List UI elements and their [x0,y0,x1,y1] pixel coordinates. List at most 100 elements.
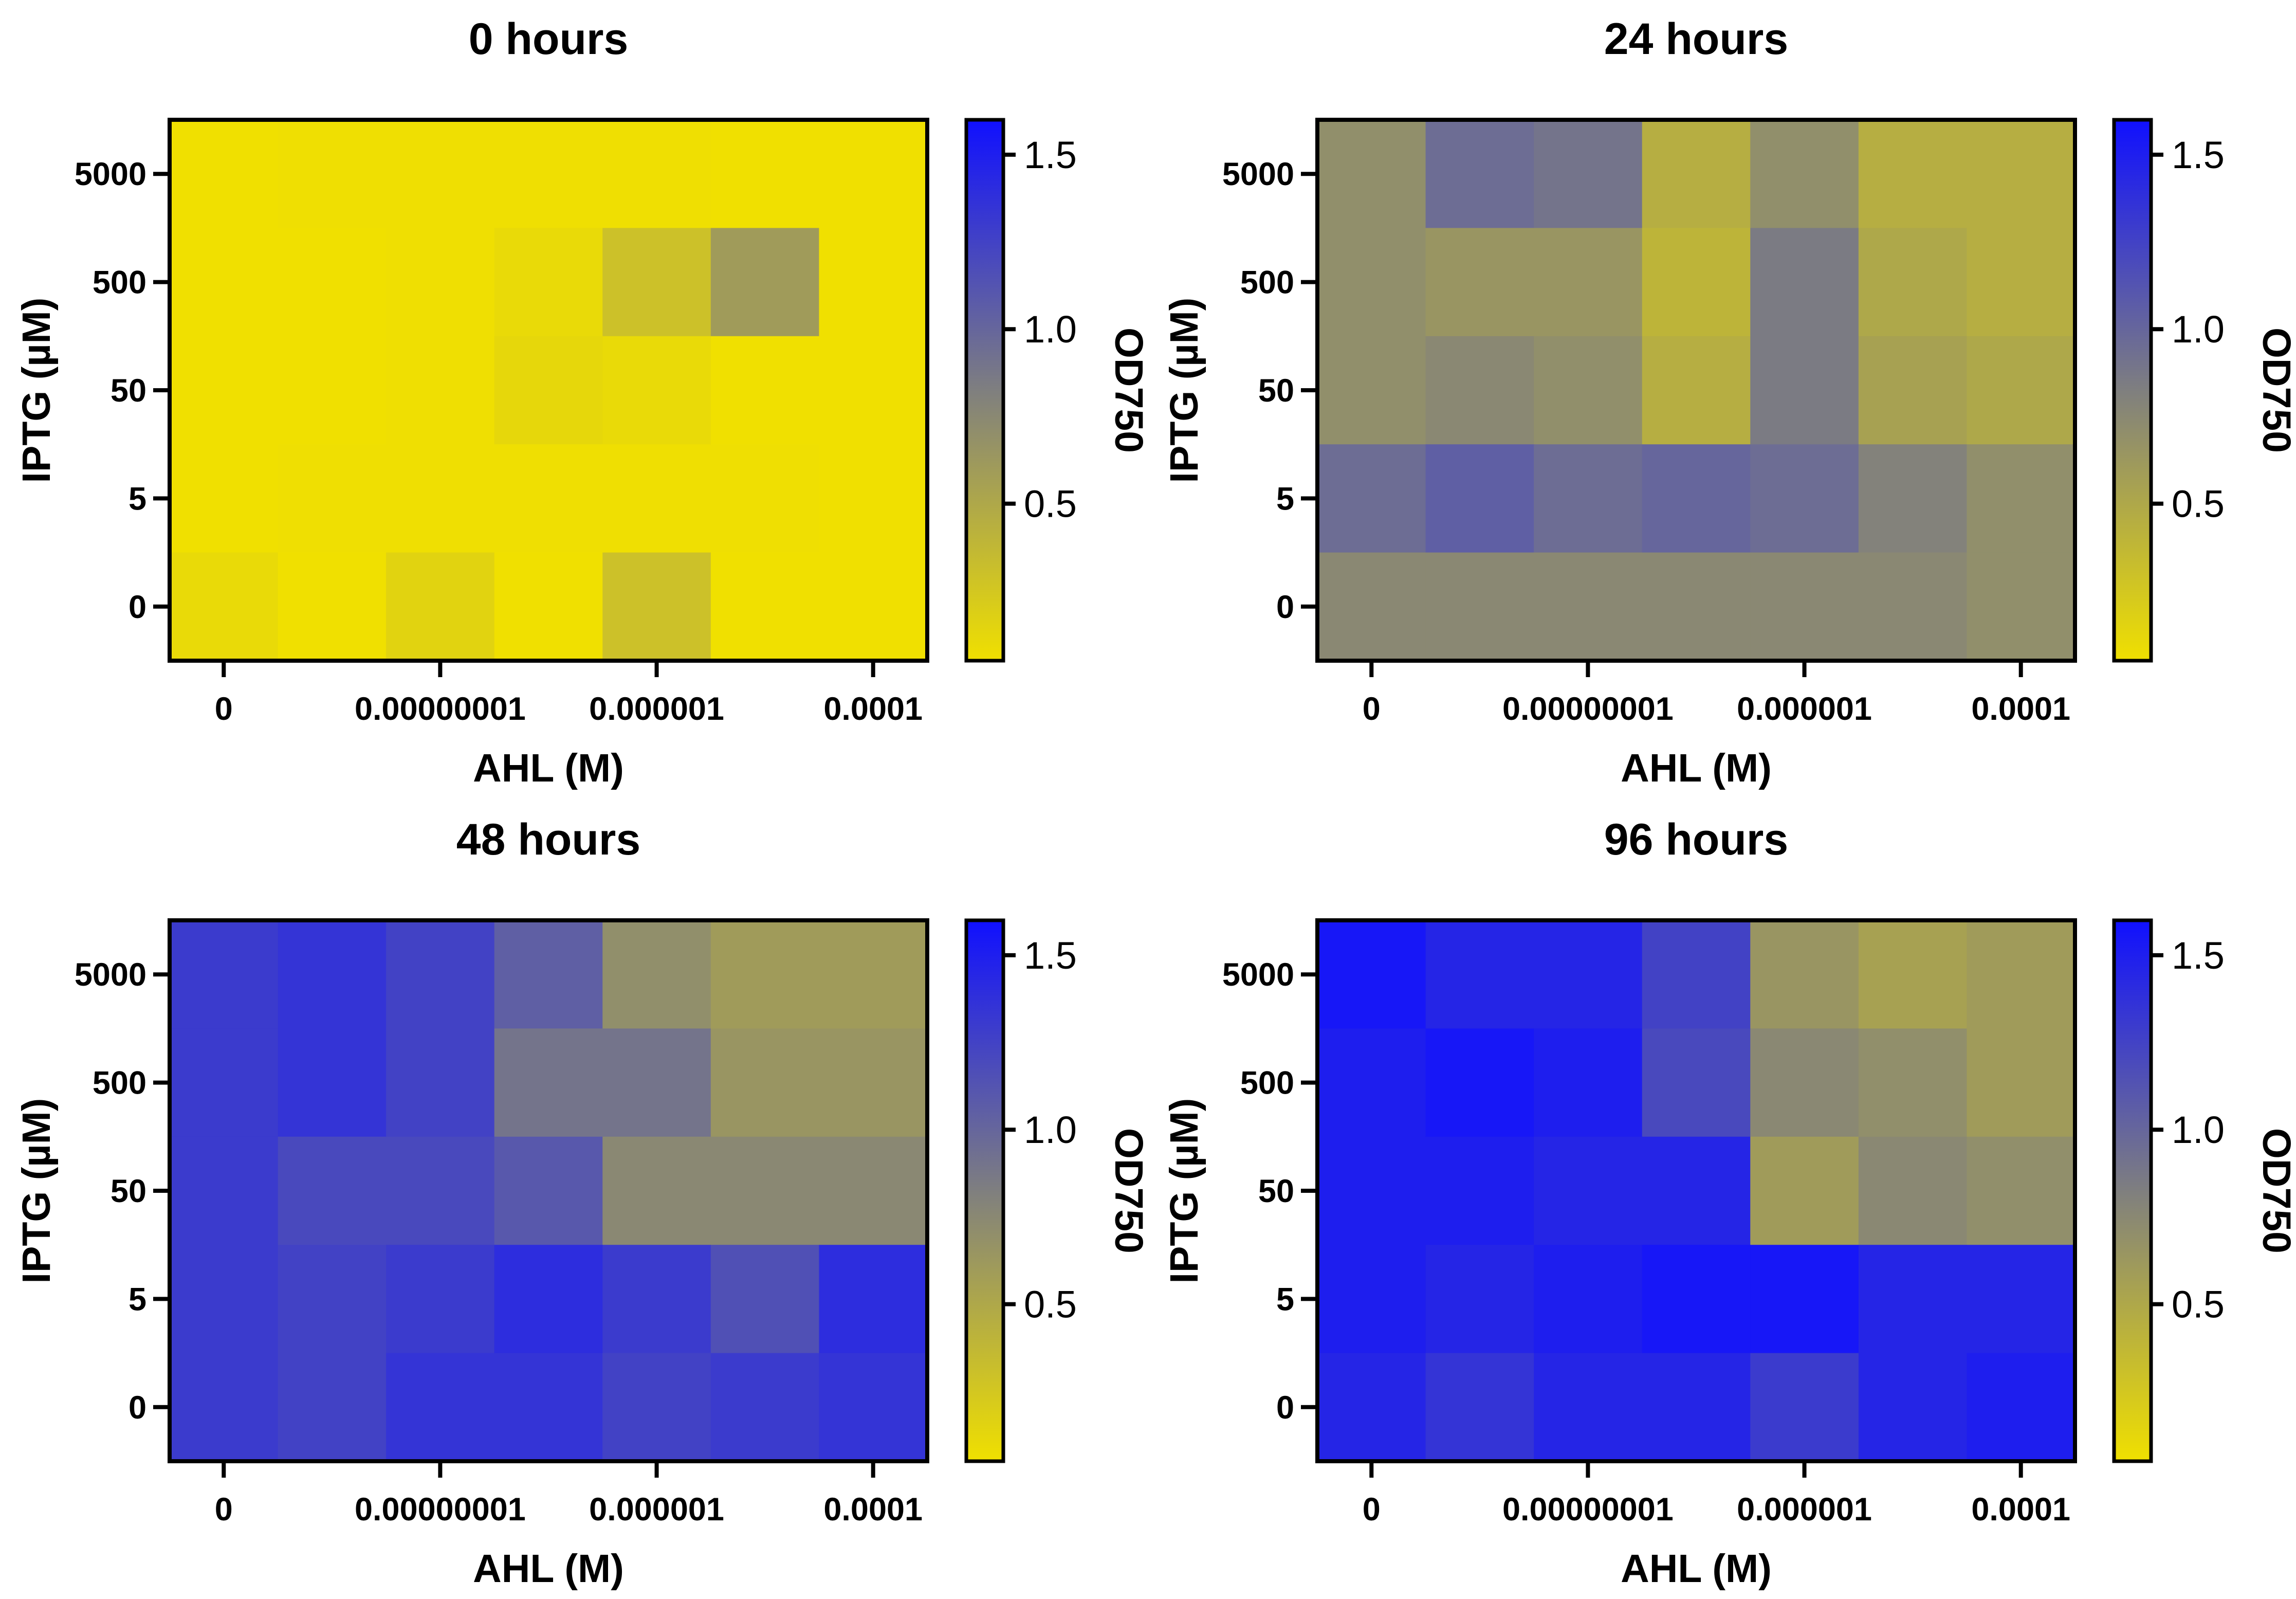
heatmap-cell [1534,552,1643,661]
heatmap-cell [1317,1353,1426,1462]
y-tick-label: 500 [1240,1065,1294,1101]
heatmap-cell [819,1245,928,1354]
heatmap-cell [602,336,711,445]
heatmap-cell [602,444,711,553]
heatmap-cell [386,1136,495,1245]
heatmap-cell [1317,552,1426,661]
heatmap-cell [278,920,387,1029]
colorbar-tick-label: 1.5 [2172,934,2225,977]
heatmap-cell [710,1028,820,1137]
y-tick-label: 50 [111,373,146,409]
y-axis-label: IPTG (µM) [1162,1098,1206,1284]
heatmap-cell [1858,1245,1968,1354]
heatmap-cell [278,444,387,553]
colorbar-tick-label: 1.0 [2172,308,2225,351]
heatmap-cell [1317,120,1426,228]
heatmap-cell [386,1353,495,1462]
heatmap-cell [494,336,603,445]
heatmap-cell [1534,444,1643,553]
heatmap-cell [1425,228,1534,337]
heatmap-cell [710,120,820,228]
heatmap-cell [170,1028,279,1137]
heatmap-cell [494,1353,603,1462]
heatmap-cell [170,1245,279,1354]
heatmap-cell [1642,228,1751,337]
colorbar [2112,118,2153,663]
colorbar-tick-label: 1.5 [1024,934,1077,977]
heatmap-cell [819,920,928,1029]
colorbar [964,118,1005,663]
y-tick-label: 5000 [1222,957,1294,993]
heatmap-cell [710,444,820,553]
chart-title: 0 hours [469,14,629,64]
colorbar-label: OD750 [2254,1128,2296,1253]
y-tick-label: 5000 [1222,156,1294,192]
colorbar-tick-label: 1.0 [1024,308,1077,351]
heatmap-cell [494,444,603,553]
heatmap-cell [1967,336,2075,445]
colorbar [2112,918,2153,1463]
heatmap-cell [1750,1353,1859,1462]
heatmap-cell [602,1245,711,1354]
heatmap-cell [819,336,928,445]
heatmap-cell [1642,1245,1751,1354]
heatmap-cell [494,1028,603,1137]
heatmap-cell [1750,920,1859,1029]
heatmap-cell [170,120,279,228]
x-tick-label: 0.000001 [1737,1492,1872,1528]
heatmap-cell [1967,1136,2075,1245]
heatmap-cell [1967,920,2075,1029]
y-tick-label: 0 [1276,589,1294,625]
heatmap-cell [819,120,928,228]
chart-title: 24 hours [1604,14,1788,64]
heatmap-cell [1317,444,1426,553]
colorbar-tick-label: 0.5 [2172,483,2225,525]
heatmap-cell [278,552,387,661]
heatmap-cell [819,1028,928,1137]
colorbar-tick-label: 0.5 [2172,1283,2225,1326]
heatmap-cell [1425,444,1534,553]
x-tick-label: 0.000001 [589,1492,724,1528]
chart-title: 48 hours [456,815,640,864]
heatmap-cell [1858,552,1968,661]
heatmap-cell [602,1028,711,1137]
heatmap-cell [710,1136,820,1245]
heatmap-cell [1967,120,2075,228]
x-tick-label: 0.0001 [823,1492,923,1528]
x-axis-label: AHL (M) [1621,746,1772,790]
heatmap-cell [1750,336,1859,445]
heatmap-cell [819,1136,928,1245]
heatmap-cell [170,336,279,445]
heatmap-cell [170,444,279,553]
heatmap-cell [1858,228,1968,337]
heatmap-cell [1750,444,1859,553]
colorbar-tick-label: 1.5 [1024,134,1077,176]
y-tick-label: 5 [1276,1281,1294,1317]
x-tick-label: 0.00000001 [355,691,526,727]
x-tick-label: 0.00000001 [1502,1492,1674,1528]
heatmap-cell [170,920,279,1029]
heatmap-cell [602,1353,711,1462]
heatmap-cell [1642,1136,1751,1245]
x-axis-label: AHL (M) [473,746,624,790]
heatmap-cell [1750,120,1859,228]
heatmap-cell [1425,920,1534,1029]
y-tick-label: 500 [93,265,146,301]
x-tick-label: 0.0001 [1971,1492,2070,1528]
heatmap-cell [710,336,820,445]
heatmap-cell [819,444,928,553]
colorbar [964,918,1005,1463]
y-tick-label: 500 [93,1065,146,1101]
heatmap-cell [1967,1028,2075,1137]
x-tick-label: 0.0001 [1971,691,2070,727]
heatmap-cell [819,1353,928,1462]
heatmap-cell [1642,336,1751,445]
heatmap-cell [386,336,495,445]
colorbar-label: OD750 [2254,328,2296,453]
heatmap-cell [386,228,495,337]
heatmap-cell [170,1353,279,1462]
chart-title: 96 hours [1604,815,1788,864]
heatmap-cell [1750,1245,1859,1354]
